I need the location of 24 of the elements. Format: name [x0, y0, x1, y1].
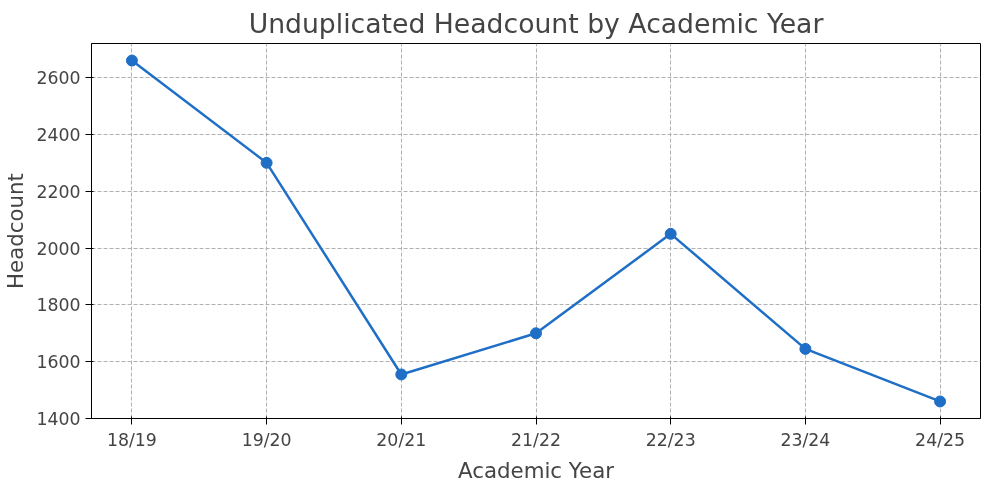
x-tick-label: 18/19 — [106, 429, 157, 450]
y-tick-label: 1600 — [36, 352, 81, 373]
point — [530, 327, 542, 340]
point — [395, 368, 408, 381]
y-axis-title: Headcount — [3, 173, 29, 289]
x-tick-label: 24/25 — [915, 429, 966, 450]
y-tick-label: 2000 — [36, 238, 81, 259]
point — [799, 342, 812, 355]
y-tick-label: 2600 — [36, 68, 81, 89]
x-tick-label: 21/22 — [511, 429, 561, 450]
point — [934, 395, 947, 408]
x-tick-label: 19/20 — [241, 429, 292, 450]
point — [260, 156, 273, 169]
y-tick-label: 1800 — [36, 295, 81, 316]
y-tick-label: 2200 — [36, 181, 81, 202]
x-tick-label: 22/23 — [645, 429, 696, 450]
x-tick-label: 20/21 — [376, 429, 427, 450]
point — [125, 54, 138, 67]
chart-title: Unduplicated Headcount by Academic Year — [248, 7, 824, 39]
y-tick-label: 2400 — [36, 124, 81, 145]
x-axis-title: Academic Year — [457, 457, 615, 483]
x-tick-label: 23/24 — [780, 429, 831, 450]
point — [664, 227, 677, 240]
y-tick-label: 1400 — [36, 409, 81, 429]
